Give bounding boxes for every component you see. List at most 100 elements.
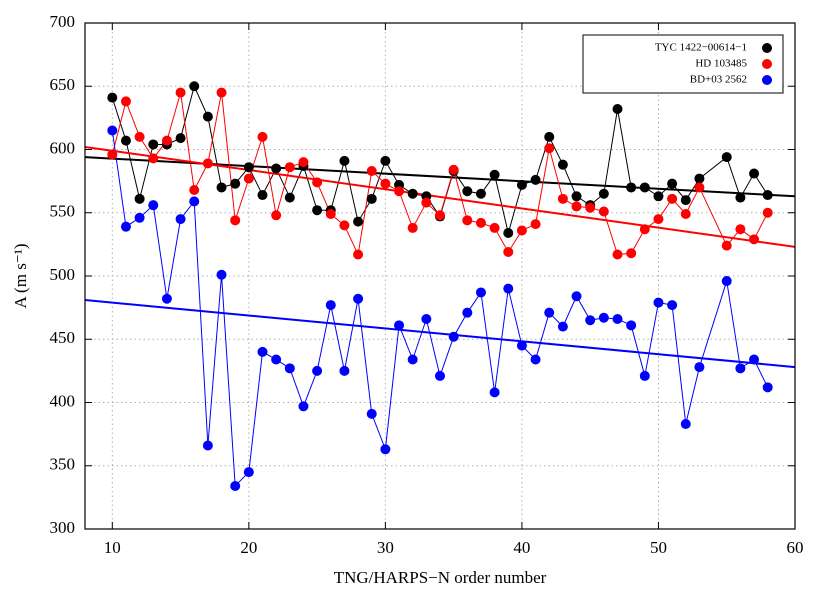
data-point bbox=[571, 201, 582, 212]
x-tick-label: 10 bbox=[104, 538, 121, 557]
data-point bbox=[475, 287, 486, 298]
data-point bbox=[626, 320, 637, 331]
data-point bbox=[571, 291, 582, 302]
data-point bbox=[353, 293, 364, 304]
data-point bbox=[503, 283, 514, 294]
data-point bbox=[721, 240, 732, 251]
data-point bbox=[598, 312, 609, 323]
data-point bbox=[353, 216, 364, 227]
data-point bbox=[612, 249, 623, 260]
data-point bbox=[762, 190, 773, 201]
data-point bbox=[749, 234, 760, 245]
data-point bbox=[694, 362, 705, 373]
legend-label: BD+03 2562 bbox=[690, 74, 747, 86]
legend-box bbox=[582, 34, 784, 94]
y-tick-label: 550 bbox=[50, 202, 76, 221]
fit-line bbox=[84, 299, 796, 369]
data-point bbox=[257, 346, 268, 357]
data-point bbox=[271, 354, 282, 365]
data-point bbox=[680, 195, 691, 206]
data-point bbox=[585, 315, 596, 326]
data-point bbox=[339, 220, 350, 231]
data-point bbox=[694, 173, 705, 184]
data-point bbox=[667, 178, 678, 189]
data-point bbox=[161, 135, 172, 146]
data-point bbox=[749, 168, 760, 179]
data-point bbox=[762, 207, 773, 218]
data-point bbox=[721, 152, 732, 163]
data-point bbox=[516, 179, 527, 190]
data-point bbox=[516, 225, 527, 236]
data-point bbox=[544, 307, 555, 318]
data-point bbox=[407, 188, 418, 199]
data-point bbox=[394, 320, 405, 331]
data-point bbox=[216, 182, 227, 193]
legend-marker bbox=[762, 43, 772, 53]
data-point bbox=[653, 297, 664, 308]
legend-marker bbox=[762, 59, 772, 69]
data-point bbox=[421, 197, 432, 208]
legend-label: HD 103485 bbox=[695, 58, 747, 70]
data-point bbox=[148, 153, 159, 164]
data-point bbox=[735, 192, 746, 203]
data-point bbox=[571, 191, 582, 202]
data-point bbox=[503, 246, 514, 257]
data-point bbox=[749, 354, 760, 365]
data-point bbox=[284, 192, 295, 203]
x-tick-label: 60 bbox=[787, 538, 804, 557]
data-point bbox=[175, 214, 186, 225]
data-point bbox=[530, 354, 541, 365]
data-point bbox=[598, 188, 609, 199]
data-point bbox=[380, 178, 391, 189]
plot-frame bbox=[84, 22, 796, 530]
data-point bbox=[462, 215, 473, 226]
x-tick-label: 30 bbox=[377, 538, 394, 557]
y-tick-label: 700 bbox=[50, 12, 76, 31]
data-point bbox=[161, 293, 172, 304]
data-point bbox=[257, 190, 268, 201]
data-point bbox=[271, 163, 282, 174]
y-tick-label: 650 bbox=[50, 75, 76, 94]
data-point bbox=[557, 193, 568, 204]
data-point bbox=[312, 177, 323, 188]
data-point bbox=[243, 162, 254, 173]
data-point bbox=[148, 139, 159, 150]
data-point bbox=[421, 314, 432, 325]
data-point bbox=[639, 182, 650, 193]
data-point bbox=[667, 300, 678, 311]
data-point bbox=[557, 159, 568, 170]
data-point bbox=[407, 354, 418, 365]
data-point bbox=[107, 125, 118, 136]
data-point bbox=[585, 202, 596, 213]
data-point bbox=[175, 87, 186, 98]
data-point bbox=[107, 149, 118, 160]
data-point bbox=[653, 191, 664, 202]
data-point bbox=[120, 135, 131, 146]
data-point bbox=[598, 206, 609, 217]
data-point bbox=[189, 81, 200, 92]
data-point bbox=[353, 249, 364, 260]
data-point bbox=[230, 178, 241, 189]
data-point bbox=[530, 219, 541, 230]
data-point bbox=[366, 193, 377, 204]
data-point bbox=[298, 401, 309, 412]
x-tick-label: 50 bbox=[650, 538, 667, 557]
data-point bbox=[394, 186, 405, 197]
data-point bbox=[735, 363, 746, 374]
data-point bbox=[175, 133, 186, 144]
data-point bbox=[134, 212, 145, 223]
data-point bbox=[435, 370, 445, 381]
data-point bbox=[544, 131, 555, 142]
data-point bbox=[380, 155, 391, 166]
data-point bbox=[489, 169, 500, 180]
data-point bbox=[257, 131, 268, 142]
data-point bbox=[462, 186, 473, 197]
data-point bbox=[202, 111, 213, 122]
data-point bbox=[516, 340, 527, 351]
data-point bbox=[366, 166, 377, 177]
data-point bbox=[407, 222, 418, 233]
y-axis-label: A (m s⁻¹) bbox=[11, 243, 30, 308]
data-point bbox=[435, 210, 445, 221]
x-axis-label: TNG/HARPS−N order number bbox=[334, 568, 547, 587]
